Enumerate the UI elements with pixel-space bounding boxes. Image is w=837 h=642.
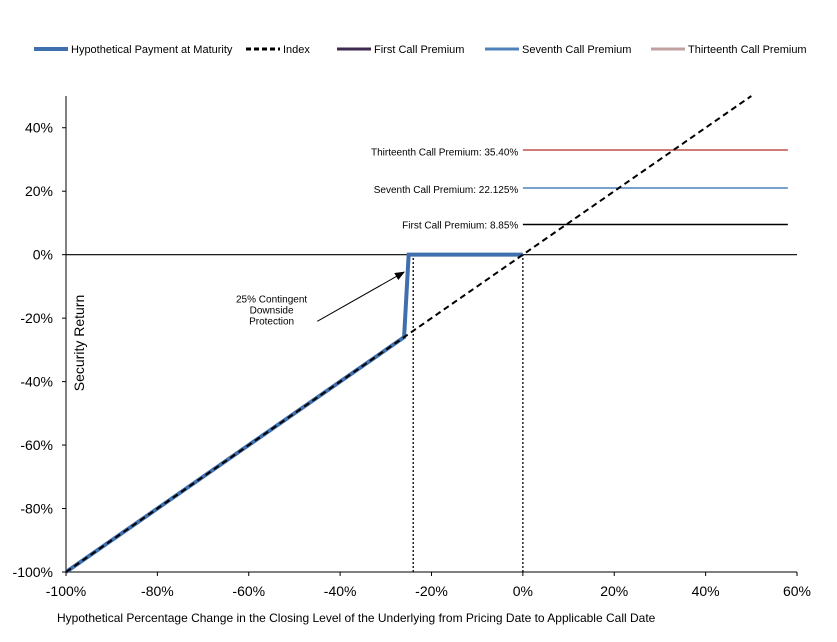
y-tick-label: -100% [13, 564, 53, 580]
x-tick-label: 20% [600, 583, 628, 599]
legend-label: Thirteenth Call Premium [688, 44, 807, 56]
protection-arrow [317, 271, 405, 322]
x-tick-label: 60% [783, 583, 811, 599]
series-index [65, 95, 752, 573]
legend-label: First Call Premium [374, 44, 464, 56]
y-tick-label: -20% [20, 310, 53, 326]
x-tick-label: -40% [324, 583, 357, 599]
y-axis-title: Security Return [71, 295, 87, 391]
legend-label: Index [283, 44, 310, 56]
x-tick-label: -20% [415, 583, 448, 599]
y-tick-label: 40% [25, 120, 53, 136]
annotations: Thirteenth Call Premium: 35.40% Seventh C… [236, 147, 518, 327]
legend-label: Hypothetical Payment at Maturity [71, 44, 233, 56]
protection-label-line: 25% Contingent [236, 294, 307, 305]
x-tick-label: 0% [513, 583, 533, 599]
premium-label: First Call Premium: 8.85% [402, 221, 518, 232]
legend: Hypothetical Payment at Maturity Index Fir… [34, 44, 807, 56]
y-tick-label: -40% [20, 374, 53, 390]
protection-label-line: Protection [249, 316, 294, 327]
y-tick-label: 20% [25, 183, 53, 199]
y-tick-label: -60% [20, 437, 53, 453]
premium-label: Seventh Call Premium: 22.125% [374, 185, 519, 196]
x-axis-title: Hypothetical Percentage Change in the Cl… [57, 611, 656, 625]
reference-lines [66, 254, 797, 572]
x-tick-label: 40% [692, 583, 720, 599]
protection-label-line: Downside [250, 305, 294, 316]
series-layer [64, 95, 788, 574]
y-tick-label: -80% [20, 501, 53, 517]
axes [65, 96, 797, 573]
tick-labels: -100% -80% -60% -40% -20% 0% 20% 40% -100% -80% -6… [13, 120, 811, 599]
premium-label: Thirteenth Call Premium: 35.40% [371, 147, 518, 158]
y-tick-label: 0% [33, 247, 53, 263]
x-tick-label: -60% [232, 583, 265, 599]
x-tick-label: -80% [141, 583, 174, 599]
legend-label: Seventh Call Premium [522, 44, 631, 56]
x-tick-label: -100% [46, 583, 86, 599]
